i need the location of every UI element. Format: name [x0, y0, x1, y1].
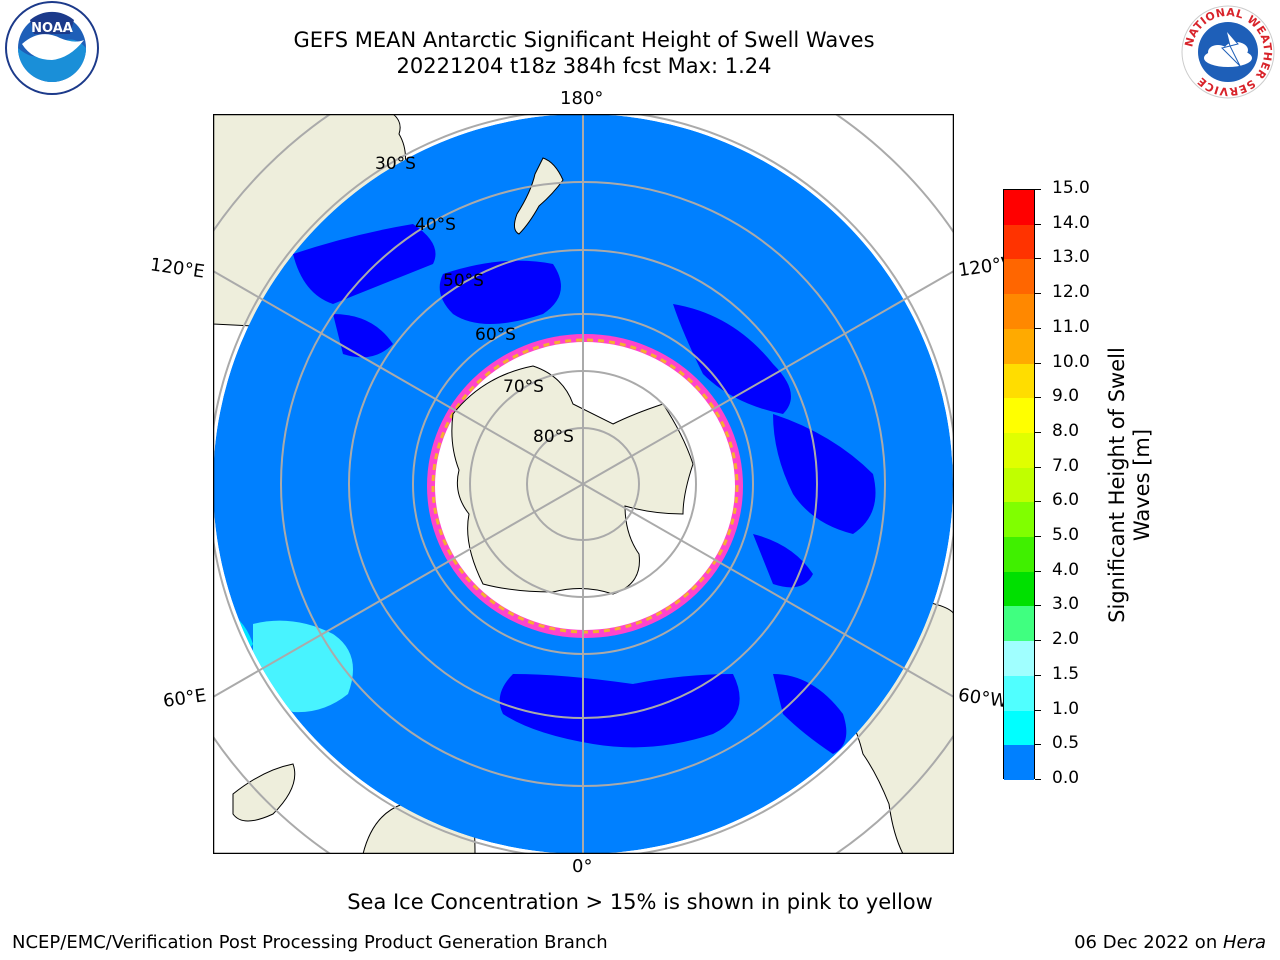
lon-label-180: 180° [560, 88, 604, 109]
colorbar-label-line1: Significant Height of Swell [1105, 347, 1129, 623]
colorbar-tick-label: 11.0 [1052, 316, 1090, 337]
colorbar-label: Significant Height of Swell Waves [m] [1105, 285, 1155, 685]
sea-ice-note: Sea Ice Concentration > 15% is shown in … [347, 890, 933, 914]
colorbar-tick-mark [1035, 744, 1041, 746]
graticule [213, 114, 954, 854]
colorbar-tick-mark [1035, 536, 1041, 538]
colorbar-tick-label: 12.0 [1052, 282, 1090, 303]
polar-map: 30°S 40°S 50°S 60°S 70°S 80°S [213, 114, 954, 854]
colorbar-tick-mark [1035, 674, 1041, 676]
lon-label-60w: 60°W [956, 684, 1009, 713]
colorbar-tick-mark [1035, 362, 1041, 364]
colorbar-segment [1004, 432, 1034, 469]
colorbar-segment [1004, 606, 1034, 642]
colorbar-segment [1004, 328, 1034, 365]
colorbar-tick-label: 3.0 [1052, 594, 1080, 615]
colorbar-tick-mark [1035, 223, 1041, 225]
lat-label-40s: 40°S [415, 215, 456, 235]
colorbar-tick-label: 13.0 [1052, 247, 1090, 268]
chart-title-line2: 20221204 t18z 384h fcst Max: 1.24 [396, 54, 772, 78]
colorbar-tick-mark [1035, 431, 1041, 433]
land-antarctica [451, 365, 694, 595]
colorbar-tick-mark [1035, 640, 1041, 642]
colorbar-tick-label: 14.0 [1052, 212, 1090, 233]
lat-label-50s: 50°S [443, 271, 484, 291]
colorbar-tick-mark [1035, 709, 1041, 711]
colorbar-segment [1004, 537, 1034, 573]
colorbar-tick-label: 1.0 [1052, 698, 1080, 719]
colorbar-tick-label: 8.0 [1052, 420, 1080, 441]
lon-label-120e: 120°E [148, 254, 206, 283]
colorbar-tick-mark [1035, 605, 1041, 607]
colorbar-tick-mark [1035, 327, 1041, 329]
colorbar-segment [1004, 467, 1034, 503]
machine-name: Hera [1222, 932, 1266, 953]
colorbar [1003, 189, 1035, 781]
colorbar-segment [1004, 745, 1034, 781]
colorbar-tick-mark [1035, 779, 1041, 780]
colorbar-tick-mark [1035, 501, 1041, 503]
colorbar-segment [1004, 190, 1034, 226]
colorbar-tick-mark [1035, 258, 1041, 260]
nws-logo-icon: NATIONAL WEATHER SERVICE [1181, 5, 1275, 99]
date-text: 06 Dec 2022 on Hera [1074, 932, 1266, 953]
credit-text: NCEP/EMC/Verification Post Processing Pr… [12, 932, 608, 953]
colorbar-segment [1004, 675, 1034, 712]
colorbar-tick-mark [1035, 466, 1041, 468]
lat-label-80s: 80°S [533, 427, 574, 447]
colorbar-tick-mark [1035, 397, 1041, 399]
colorbar-segment [1004, 259, 1034, 295]
colorbar-segment [1004, 363, 1034, 399]
colorbar-tick-label: 2.0 [1052, 629, 1080, 650]
colorbar-tick-label: 15.0 [1052, 178, 1090, 198]
colorbar-segment [1004, 224, 1034, 260]
map-frame [213, 114, 954, 854]
colorbar-tick-label: 0.0 [1052, 768, 1080, 788]
colorbar-tick-label: 0.5 [1052, 733, 1080, 754]
colorbar-tick-label: 5.0 [1052, 525, 1080, 546]
colorbar-tick-label: 7.0 [1052, 455, 1080, 476]
colorbar-tick-mark [1035, 570, 1041, 572]
colorbar-tick-label: 10.0 [1052, 351, 1090, 372]
colorbar-tick-label: 4.0 [1052, 559, 1080, 580]
colorbar-segment [1004, 571, 1034, 607]
noaa-logo-text: NOAA [31, 21, 73, 36]
colorbar-segment [1004, 710, 1034, 746]
colorbar-tick-mark [1035, 189, 1041, 190]
colorbar-segment [1004, 294, 1034, 330]
lat-label-60s: 60°S [475, 325, 516, 345]
land-madagascar [232, 763, 296, 822]
colorbar-label-line2: Waves [m] [1130, 428, 1154, 542]
colorbar-segment [1004, 398, 1034, 434]
colorbar-tick-label: 6.0 [1052, 490, 1080, 511]
date-value: 06 Dec 2022 on [1074, 932, 1223, 953]
colorbar-tick-label: 1.5 [1052, 663, 1080, 684]
colorbar-tick-label: 9.0 [1052, 386, 1080, 407]
lon-label-0: 0° [572, 856, 593, 877]
lat-label-30s: 30°S [375, 154, 416, 174]
lon-label-60e: 60°E [161, 685, 208, 712]
lat-label-70s: 70°S [503, 377, 544, 397]
colorbar-segment [1004, 641, 1034, 677]
chart-title-line1: GEFS MEAN Antarctic Significant Height o… [293, 28, 875, 52]
colorbar-tick-mark [1035, 293, 1041, 295]
noaa-logo-icon: NOAA [5, 1, 99, 95]
land-new-zealand [513, 157, 564, 235]
colorbar-segment [1004, 502, 1034, 538]
